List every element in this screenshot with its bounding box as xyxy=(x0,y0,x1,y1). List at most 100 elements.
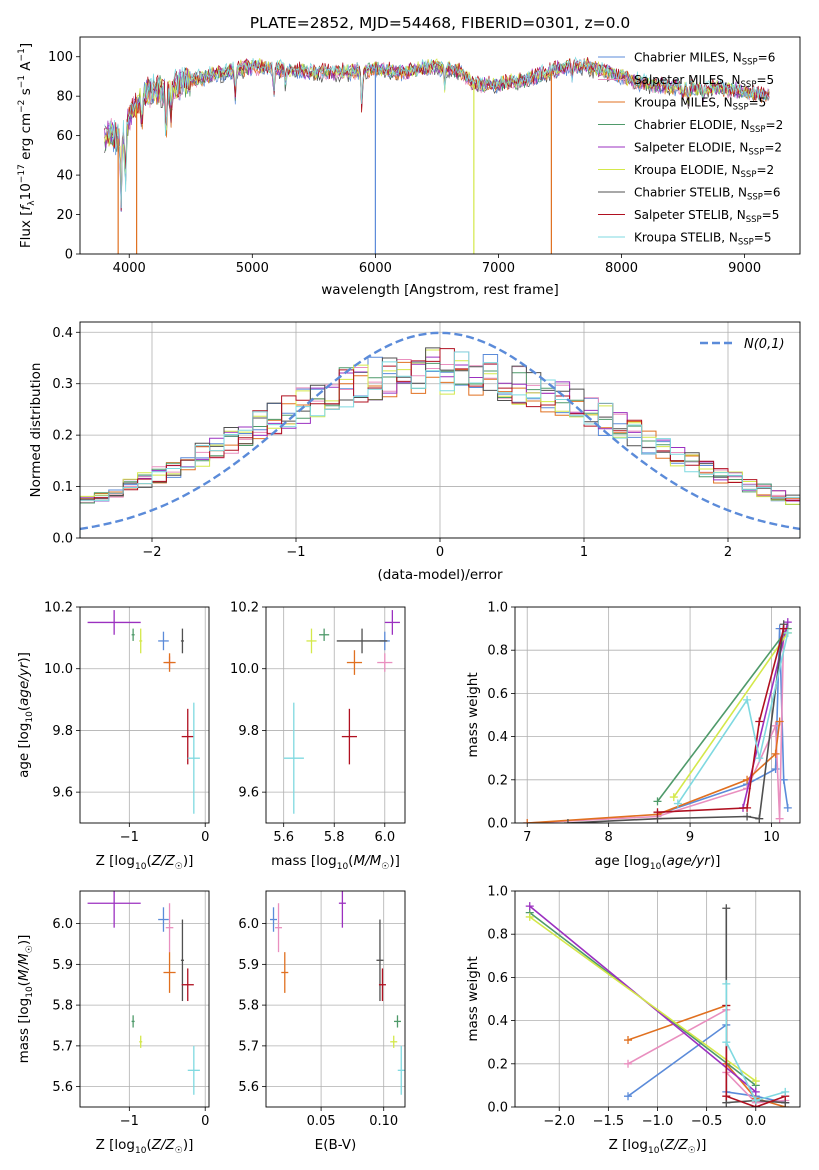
panel-mass-vs-EBV: 0.05 0.10 5.6 5.7 5.8 5.9 6.0 E(B-V) xyxy=(238,890,406,1153)
legend-entry-4: Salpeter ELODIE, NSSP=2 xyxy=(634,141,782,158)
errorbar-point-0 xyxy=(158,907,169,932)
errorbar-point-5 xyxy=(139,628,143,654)
y-tick-label: 1.0 xyxy=(487,885,508,900)
y-tick-label: 0.8 xyxy=(487,928,508,943)
spectrum-line-7 xyxy=(104,57,770,211)
x-tick-label: −1.0 xyxy=(642,1114,674,1129)
series-marker xyxy=(722,979,731,988)
errorbar-point-3 xyxy=(131,628,135,641)
y-tick-label: 0.4 xyxy=(52,326,73,341)
series-5 xyxy=(525,912,760,1086)
errorbar-point-5 xyxy=(390,1035,398,1048)
label-part: ☉ xyxy=(688,1146,696,1156)
label-part: ☉ xyxy=(175,1146,183,1156)
label-part: 10 xyxy=(135,1146,147,1156)
x-axis-label: Z [log10(Z/Z☉)] xyxy=(96,853,194,872)
x-axis-label: (data-model)/error xyxy=(377,567,503,583)
panel-mass-vs-Z: −1 05.65.75.85.96.0Z [log10(Z/Z☉)]mass [l… xyxy=(16,890,210,1156)
series-marker xyxy=(755,814,764,823)
label-part: ☉ xyxy=(25,945,35,953)
x-tick-label: 0 xyxy=(201,830,209,845)
errorbar-point-7 xyxy=(378,968,386,1002)
legend-entry-7: Salpeter STELIB, NSSP=5 xyxy=(634,208,779,225)
series-marker xyxy=(743,812,752,821)
x-tick-label: 8 xyxy=(605,830,613,845)
y-axis-label: Normed distribution xyxy=(28,363,44,498)
label-part: ( xyxy=(146,1137,151,1153)
series-marker xyxy=(743,803,752,812)
label-part: )] xyxy=(16,652,32,663)
series-line xyxy=(527,628,785,823)
x-axis-label: age [log10(age/yr)] xyxy=(595,853,721,872)
x-tick-label: 5.6 xyxy=(273,830,294,845)
series-marker xyxy=(775,717,784,726)
x-axis-label: wavelength [Angstrom, rest frame] xyxy=(321,282,559,298)
legend-entry-5: Kroupa ELODIE, NSSP=2 xyxy=(634,163,774,180)
label-part: age/yr xyxy=(16,661,32,706)
series-marker xyxy=(751,1096,760,1105)
plot-area xyxy=(104,56,770,254)
label-part: age [log xyxy=(595,853,650,869)
label-part: ( xyxy=(348,853,353,869)
plot-area xyxy=(266,891,405,1107)
x-tick-label: −1 xyxy=(120,830,139,845)
errorbar-point-2 xyxy=(281,952,289,993)
x-tick-label: 6.0 xyxy=(374,830,395,845)
series-marker xyxy=(722,904,731,913)
y-tick-label: 5.6 xyxy=(52,1080,73,1095)
label-part: Chabrier STELIB, N xyxy=(634,186,747,200)
label-part: s xyxy=(18,88,34,99)
errorbar-point-6 xyxy=(376,919,384,1002)
y-tick-label: 0.6 xyxy=(487,971,508,986)
y-tick-label: 5.6 xyxy=(238,1080,259,1095)
series-line xyxy=(677,632,789,805)
label-part: mass [log xyxy=(16,998,32,1064)
y-tick-label: 0.2 xyxy=(52,429,73,444)
y-tick-label: 100 xyxy=(48,50,73,65)
axes-frame xyxy=(79,36,801,255)
label-part: ( xyxy=(659,1137,664,1153)
x-axis-label: Z [log10(Z/Z☉)] xyxy=(96,1137,194,1156)
y-tick-label: 0.4 xyxy=(487,1014,508,1029)
x-tick-label: 0.0 xyxy=(745,1114,766,1129)
panel-spectrum: 4000 5000 6000 7000 8000 9000 0 20 40 60 80 100 wave… xyxy=(17,36,801,298)
series-line xyxy=(529,916,757,1082)
label-part: ( xyxy=(16,706,32,711)
series-marker xyxy=(771,721,780,730)
x-axis-label: mass [log10(M/M☉)] xyxy=(271,853,400,872)
axes-frame xyxy=(514,606,801,824)
x-axis-label: E(B-V) xyxy=(315,1137,357,1153)
legend-entry-3: Chabrier ELODIE, NSSP=2 xyxy=(634,118,783,135)
label-part: 10 xyxy=(25,986,35,998)
errorbar-point-4 xyxy=(87,891,141,928)
y-tick-label: 60 xyxy=(56,129,73,144)
y-tick-label: 5.8 xyxy=(238,999,259,1014)
series-marker xyxy=(783,618,792,627)
label-part: −1 xyxy=(17,75,27,88)
label-part: =2 xyxy=(764,141,782,155)
y-tick-label: 0.0 xyxy=(487,817,508,832)
legend-entry-2: Kroupa MILES, NSSP=5 xyxy=(634,96,766,113)
x-tick-label: 2 xyxy=(724,545,732,560)
label-part: ( xyxy=(661,853,666,869)
label-part: 10 xyxy=(648,1146,660,1156)
errorbar-point-7 xyxy=(181,968,194,1002)
errorbar-point-6 xyxy=(180,919,184,1002)
label-part: =5 xyxy=(749,96,767,110)
legend-entry-1: Salpeter MILES, NSSP=5 xyxy=(634,73,774,90)
axes-frame xyxy=(514,890,801,1108)
y-tick-label: 0.0 xyxy=(487,1101,508,1116)
series-marker xyxy=(751,1077,760,1086)
errorbar-point-6 xyxy=(180,628,184,654)
plot-area xyxy=(266,607,405,823)
axes-frame xyxy=(265,606,406,824)
x-tick-label: −0.5 xyxy=(691,1114,723,1129)
y-tick-label: 9.6 xyxy=(238,786,259,801)
plot-area xyxy=(80,891,209,1107)
label-part: A xyxy=(18,61,34,75)
y-tick-label: 40 xyxy=(56,169,73,184)
errorbar-point-1 xyxy=(377,653,393,672)
y-tick-label: 20 xyxy=(56,208,73,223)
x-tick-label: 10 xyxy=(763,830,780,845)
label-part: ( xyxy=(16,981,32,986)
